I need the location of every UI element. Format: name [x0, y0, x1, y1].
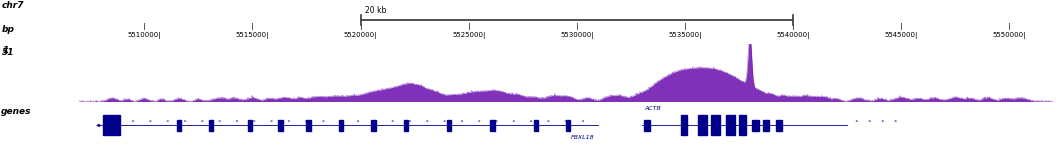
Bar	[278, 120, 282, 131]
Bar	[644, 120, 651, 131]
Text: 5530000|: 5530000|	[560, 32, 594, 39]
Bar	[490, 120, 495, 131]
Text: bp: bp	[2, 25, 15, 34]
Bar	[711, 115, 719, 135]
Bar	[103, 115, 121, 135]
Bar	[339, 120, 343, 131]
Text: chr7: chr7	[2, 1, 24, 10]
Text: 5540000|: 5540000|	[777, 32, 809, 39]
Text: genes: genes	[1, 107, 32, 116]
Bar	[307, 120, 311, 131]
Text: 1: 1	[2, 46, 8, 55]
Text: 5520000|: 5520000|	[344, 32, 378, 39]
Text: 5515000|: 5515000|	[236, 32, 269, 39]
Text: 51: 51	[2, 48, 15, 57]
Text: FBXL18: FBXL18	[570, 135, 595, 140]
Bar	[448, 120, 452, 131]
Bar	[404, 120, 408, 131]
Bar	[248, 120, 253, 131]
Bar	[776, 120, 782, 131]
Text: 5550000|: 5550000|	[992, 32, 1026, 39]
Bar	[763, 120, 769, 131]
Bar	[177, 120, 181, 131]
Bar	[209, 120, 214, 131]
Bar	[740, 115, 746, 135]
Bar	[371, 120, 376, 131]
Text: ACTB: ACTB	[644, 106, 660, 111]
Bar	[698, 115, 707, 135]
Text: 5545000|: 5545000|	[884, 32, 918, 39]
Bar	[680, 115, 687, 135]
Bar	[752, 120, 759, 131]
Bar	[566, 120, 570, 131]
Text: 5510000|: 5510000|	[127, 32, 161, 39]
Text: 5535000|: 5535000|	[669, 32, 701, 39]
Text: 20 kb: 20 kb	[365, 6, 386, 15]
Bar	[726, 115, 734, 135]
Text: 5525000|: 5525000|	[452, 32, 486, 39]
Bar	[533, 120, 537, 131]
